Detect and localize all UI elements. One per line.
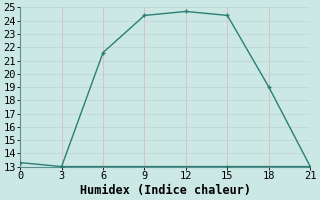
- X-axis label: Humidex (Indice chaleur): Humidex (Indice chaleur): [80, 184, 251, 197]
